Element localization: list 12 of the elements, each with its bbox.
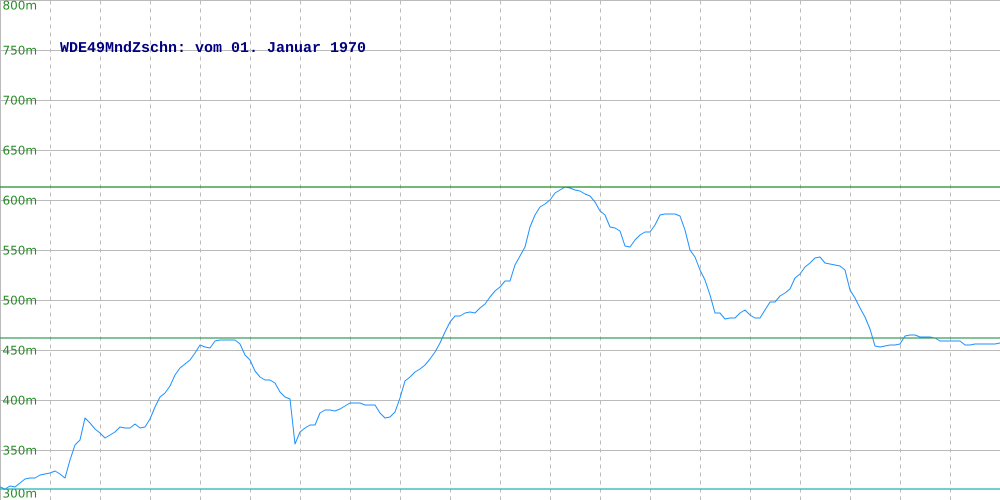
text: WDE49MndZschn: vom 01. Januar 1970 [60,40,366,57]
y-tick-label: 500m [2,294,38,308]
y-tick-label: 350m [2,444,38,458]
line-series [0,186,1000,490]
y-tick-label: 400m [2,394,38,408]
y-tick-label: 450m [2,344,38,358]
y-tick-label: 550m [2,244,38,258]
y-tick-label: 800m [2,0,38,12]
y-tick-label: 650m [2,144,38,158]
y-tick-label: 750m [2,44,38,58]
y-tick-label: 700m [2,94,38,108]
y-tick-label: 600m [2,194,38,208]
